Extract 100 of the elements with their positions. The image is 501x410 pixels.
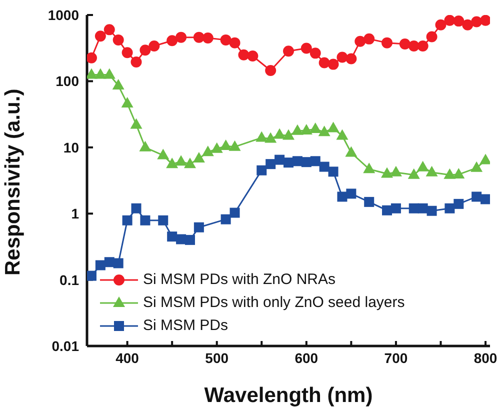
point <box>426 31 438 42</box>
point <box>328 58 339 70</box>
point <box>318 126 330 136</box>
point <box>399 38 410 50</box>
point <box>319 162 330 172</box>
point <box>140 44 151 56</box>
point <box>417 40 428 52</box>
point <box>210 142 223 153</box>
point <box>416 160 429 172</box>
point <box>480 15 490 26</box>
point <box>472 192 482 202</box>
point <box>300 124 312 134</box>
point <box>336 52 348 63</box>
point <box>337 192 348 202</box>
point <box>454 198 464 209</box>
x-tick-label: 400 <box>116 350 140 366</box>
legend-label: Si MSM PDs with only ZnO seed layers <box>143 293 405 313</box>
point <box>471 16 482 28</box>
point <box>264 132 277 143</box>
point <box>166 158 178 168</box>
x-tick-label: 600 <box>294 350 318 366</box>
point <box>408 168 420 179</box>
point <box>408 40 420 52</box>
legend-label: Si MSM PDs <box>143 316 228 336</box>
point <box>94 68 106 79</box>
point <box>192 152 205 162</box>
point <box>274 128 286 139</box>
point <box>435 19 446 30</box>
point <box>336 129 348 140</box>
point <box>462 19 474 30</box>
point <box>265 65 276 76</box>
point <box>238 49 250 60</box>
point <box>157 148 170 160</box>
point <box>167 232 178 242</box>
point <box>364 196 374 207</box>
point <box>452 168 465 178</box>
point <box>310 156 320 166</box>
point <box>453 16 464 27</box>
point <box>94 30 106 42</box>
point <box>158 215 168 226</box>
point <box>266 159 276 170</box>
point <box>184 158 196 168</box>
point <box>291 124 304 135</box>
point <box>130 56 142 68</box>
point <box>310 48 321 59</box>
point <box>166 35 178 46</box>
point <box>229 37 240 48</box>
y-tick-label: 1 <box>71 206 80 222</box>
x-tick-label: 800 <box>474 350 498 366</box>
point <box>112 34 124 46</box>
point <box>408 203 419 214</box>
point <box>220 139 232 150</box>
point <box>193 32 204 43</box>
point <box>382 37 393 48</box>
x-axis-title: Wavelength (nm) <box>204 384 373 407</box>
point <box>309 122 322 133</box>
point <box>104 24 115 36</box>
point <box>130 118 142 129</box>
point <box>230 208 240 218</box>
point <box>148 40 160 52</box>
point <box>346 188 356 199</box>
point <box>274 154 285 165</box>
point <box>390 166 402 176</box>
point <box>364 33 375 44</box>
point <box>283 46 294 57</box>
y-tick-label: 0.01 <box>52 338 80 354</box>
point <box>87 270 96 281</box>
point <box>247 50 258 62</box>
legend-label: Si MSM PDs with ZnO NRAs <box>143 270 336 290</box>
point <box>131 203 142 214</box>
point <box>95 260 106 270</box>
point <box>328 166 338 177</box>
y-tick-label: 100 <box>56 73 80 90</box>
point <box>426 206 437 216</box>
point <box>112 79 124 90</box>
point <box>220 214 231 224</box>
point <box>220 34 232 46</box>
y-tick-label: 10 <box>63 139 80 156</box>
point <box>444 15 456 26</box>
point <box>382 205 392 216</box>
point <box>470 161 483 172</box>
point <box>282 129 294 140</box>
x-tick-label: 500 <box>205 350 229 366</box>
point <box>113 258 124 268</box>
y-tick-label: 0.1 <box>60 272 80 288</box>
point <box>122 47 133 58</box>
y-tick-label: 1000 <box>48 6 80 23</box>
y-axis-title: Responsivity (a.u.) <box>1 88 24 276</box>
point <box>122 215 132 226</box>
point <box>381 167 394 178</box>
point <box>228 140 241 151</box>
point <box>390 203 401 214</box>
point <box>480 194 490 204</box>
point <box>444 168 456 179</box>
point <box>346 53 357 64</box>
point <box>184 234 195 245</box>
point <box>139 140 152 152</box>
point <box>202 146 214 156</box>
point <box>175 155 188 166</box>
point <box>318 57 330 68</box>
